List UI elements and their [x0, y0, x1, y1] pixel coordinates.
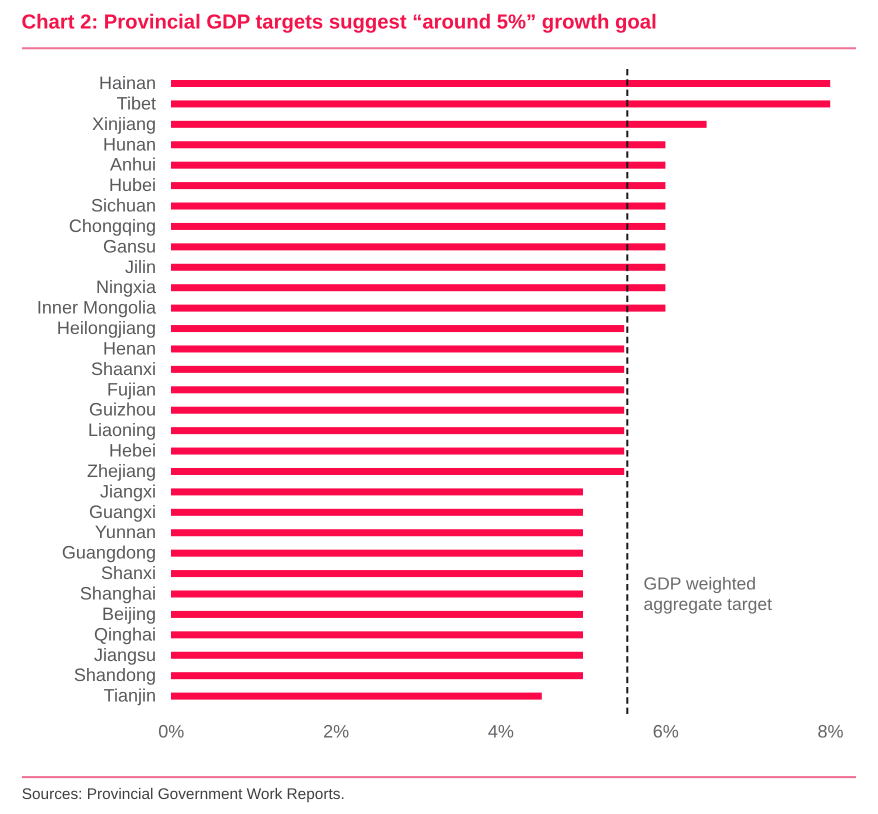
svg-text:Shaanxi: Shaanxi	[91, 359, 156, 379]
svg-text:Anhui: Anhui	[110, 155, 156, 175]
svg-text:Shandong: Shandong	[74, 665, 156, 685]
svg-text:Beijing: Beijing	[102, 604, 156, 624]
svg-text:Zhejiang: Zhejiang	[87, 461, 156, 481]
svg-text:Gansu: Gansu	[103, 236, 156, 256]
svg-text:2%: 2%	[323, 721, 349, 741]
svg-text:Tibet: Tibet	[117, 93, 156, 113]
svg-text:Jiangsu: Jiangsu	[94, 645, 156, 665]
svg-text:Chongqing: Chongqing	[69, 216, 156, 236]
svg-text:0%: 0%	[158, 721, 184, 741]
svg-text:Chart 2: Provincial GDP target: Chart 2: Provincial GDP targets suggest …	[22, 12, 657, 34]
svg-text:Hebei: Hebei	[109, 441, 156, 461]
svg-text:Ningxia: Ningxia	[96, 277, 157, 297]
svg-text:Yunnan: Yunnan	[95, 522, 156, 542]
svg-text:GDP weighted: GDP weighted	[644, 574, 757, 594]
svg-text:4%: 4%	[488, 721, 514, 741]
svg-text:Hainan: Hainan	[99, 73, 156, 93]
svg-text:Hubei: Hubei	[109, 175, 156, 195]
svg-text:Shanxi: Shanxi	[101, 563, 156, 583]
svg-text:Hunan: Hunan	[103, 134, 156, 154]
svg-text:8%: 8%	[817, 721, 843, 741]
svg-text:Jiangxi: Jiangxi	[100, 481, 156, 501]
svg-text:Sources: Provincial Government: Sources: Provincial Government Work Repo…	[22, 786, 345, 803]
svg-text:Fujian: Fujian	[107, 379, 156, 399]
svg-text:Guangxi: Guangxi	[89, 502, 156, 522]
svg-text:Sichuan: Sichuan	[91, 196, 156, 216]
svg-text:Guangdong: Guangdong	[62, 543, 156, 563]
svg-text:Henan: Henan	[103, 338, 156, 358]
svg-text:Xinjiang: Xinjiang	[92, 114, 156, 134]
svg-text:Liaoning: Liaoning	[88, 420, 156, 440]
svg-text:Tianjin: Tianjin	[104, 686, 156, 706]
svg-text:Inner Mongolia: Inner Mongolia	[37, 298, 157, 318]
svg-text:Qinghai: Qinghai	[94, 624, 156, 644]
svg-text:Guizhou: Guizhou	[89, 400, 156, 420]
svg-text:Shanghai: Shanghai	[80, 584, 156, 604]
svg-text:Heilongjiang: Heilongjiang	[57, 318, 156, 338]
svg-text:Jilin: Jilin	[125, 257, 156, 277]
svg-text:aggregate target: aggregate target	[644, 594, 773, 614]
svg-text:6%: 6%	[653, 721, 679, 741]
